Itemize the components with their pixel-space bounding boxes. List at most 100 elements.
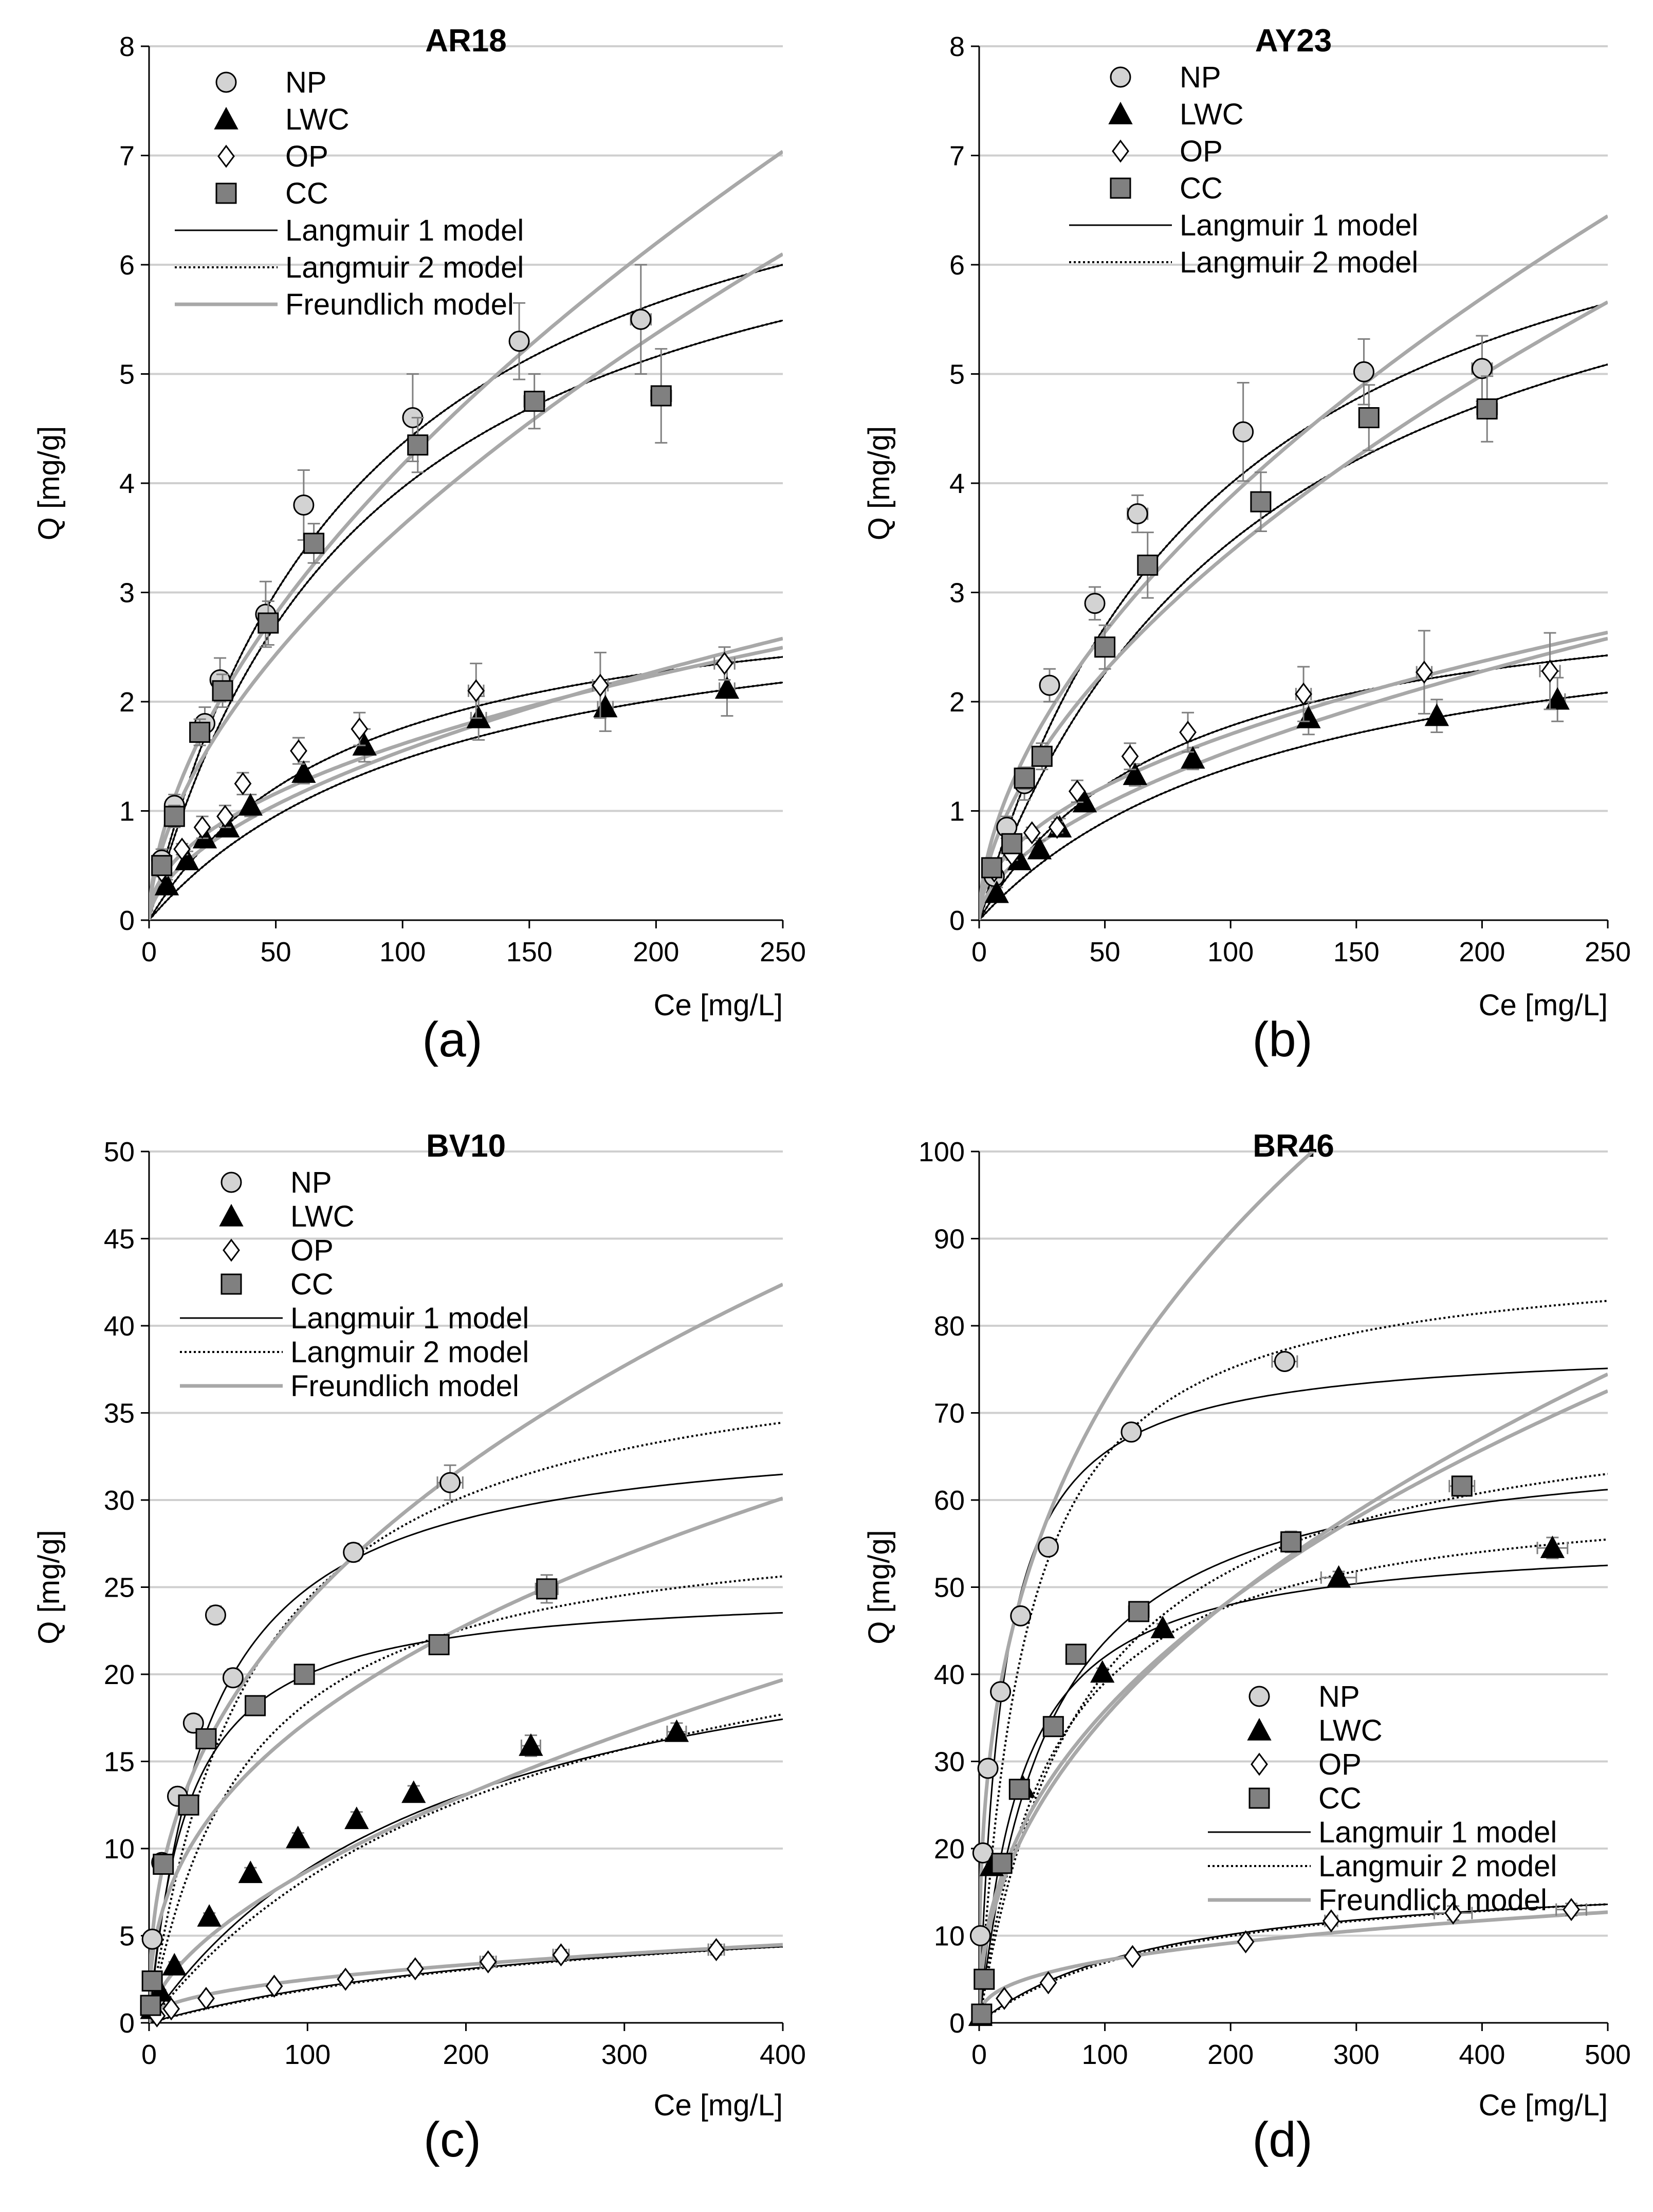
data-point-op	[1295, 682, 1312, 706]
data-point-cc	[1014, 767, 1035, 789]
y-tick-label: 4	[949, 468, 965, 499]
y-tick-label: 1	[119, 796, 135, 827]
y-tick-label: 50	[104, 1137, 135, 1167]
y-tick-label: 2	[119, 687, 135, 718]
data-point-op	[1121, 744, 1139, 768]
model-curve-l2	[979, 1538, 1608, 2023]
x-tick-label: 200	[1207, 2039, 1254, 2070]
data-point-np	[508, 331, 530, 352]
x-tick-label: 150	[1333, 937, 1380, 967]
x-tick-label: 250	[760, 937, 806, 967]
legend-label: Langmuir 2 model	[1318, 1850, 1557, 1883]
legend-label: Freundlich model	[1318, 1884, 1547, 1917]
data-point-cc	[141, 1970, 163, 1992]
panel-label: (c)	[424, 2112, 481, 2167]
model-curve-f	[149, 150, 783, 920]
legend-marker-op	[217, 144, 235, 168]
data-point-cc	[1280, 1531, 1302, 1552]
data-point-lwc	[1424, 703, 1449, 726]
data-point-lwc	[984, 880, 1009, 903]
x-tick-label: 250	[1585, 937, 1631, 967]
data-point-lwc	[1027, 836, 1052, 860]
chart-panel-1: 0 1 2 3 4 5 6 7 8 0 50 100 150 200 250 Ce [mg/L] Q [mg/g…	[862, 23, 1631, 1067]
data-point-op	[1444, 1901, 1462, 1925]
chart-title: AY23	[1255, 23, 1332, 59]
legend-label: LWC	[1180, 98, 1244, 131]
data-point-lwc	[286, 1825, 310, 1849]
x-tick-label: 200	[1459, 937, 1505, 967]
data-point-op	[1323, 1909, 1340, 1933]
data-point-op	[406, 1957, 424, 1981]
model-curve-f	[149, 1496, 783, 2023]
data-point-np	[1471, 358, 1493, 379]
x-tick-label: 0	[971, 2039, 987, 2070]
data-point-np	[343, 1542, 364, 1563]
y-tick-label: 90	[934, 1224, 965, 1255]
data-point-op	[1237, 1930, 1255, 1953]
legend-marker-cc	[1110, 177, 1131, 199]
data-point-np	[990, 1681, 1012, 1703]
data-point-cc	[153, 1854, 174, 1875]
legend-marker-lwc	[1108, 101, 1133, 124]
y-tick-label: 40	[934, 1659, 965, 1690]
data-point-lwc	[1181, 746, 1205, 769]
y-tick-label: 40	[104, 1311, 135, 1342]
legend-label: LWC	[1318, 1714, 1383, 1747]
data-point-np	[1010, 1605, 1032, 1626]
y-tick-label: 4	[119, 468, 135, 499]
data-point-op	[173, 837, 191, 861]
data-point-np	[141, 1928, 163, 1950]
data-point-cc	[178, 1794, 199, 1816]
data-point-lwc	[1545, 687, 1570, 710]
data-point-np	[969, 1925, 991, 1946]
y-tick-label: 50	[934, 1573, 965, 1603]
model-curve-l1	[979, 1367, 1608, 2023]
x-tick-label: 200	[443, 2039, 489, 2070]
data-point-op	[1068, 779, 1086, 803]
data-point-cc	[258, 612, 279, 634]
y-tick-label: 5	[949, 359, 965, 390]
data-point-op	[197, 1987, 215, 2010]
data-point-cc	[1008, 1779, 1030, 1800]
data-point-cc	[991, 1853, 1013, 1874]
legend-marker-np	[1110, 66, 1131, 88]
data-point-np	[182, 1712, 204, 1734]
x-axis-label: Ce [mg/L]	[654, 989, 783, 1022]
legend-marker-lwc	[219, 1203, 244, 1227]
data-point-cc	[140, 1995, 161, 2016]
legend-marker-op	[1251, 1752, 1268, 1776]
y-tick-label: 35	[104, 1398, 135, 1429]
data-point-cc	[1001, 833, 1023, 854]
data-point-lwc	[401, 1780, 426, 1803]
x-axis-label: Ce [mg/L]	[654, 2089, 783, 2122]
data-point-op	[1563, 1898, 1580, 1922]
data-point-np	[222, 1667, 244, 1689]
data-point-np	[977, 1758, 999, 1779]
data-point-op	[290, 739, 307, 763]
series-cc	[140, 1574, 559, 2016]
data-point-cc	[524, 391, 545, 412]
y-tick-label: 6	[949, 250, 965, 281]
data-point-np	[1121, 1421, 1142, 1443]
model-curve-l2	[149, 1421, 783, 2023]
model-curve-l1	[979, 1904, 1608, 2023]
model-curve-l2	[979, 1903, 1608, 2023]
data-point-op	[337, 1967, 355, 1991]
y-tick-label: 10	[934, 1921, 965, 1952]
data-point-cc	[189, 722, 211, 743]
x-tick-label: 300	[1333, 2039, 1380, 2070]
data-point-np	[1127, 503, 1148, 524]
y-tick-label: 70	[934, 1398, 965, 1429]
legend-label: Langmuir 2 model	[290, 1336, 529, 1369]
data-point-lwc	[714, 676, 740, 699]
y-tick-label: 5	[119, 359, 135, 390]
y-tick-label: 80	[934, 1311, 965, 1342]
model-curve-l2	[149, 1945, 783, 2023]
legend-label: OP	[290, 1234, 334, 1267]
data-point-cc	[1137, 554, 1159, 576]
x-tick-label: 100	[1082, 2039, 1128, 2070]
model-curve-l1	[979, 302, 1608, 920]
y-axis-label: Q [mg/g]	[862, 1530, 896, 1644]
data-point-lwc	[1072, 790, 1097, 813]
